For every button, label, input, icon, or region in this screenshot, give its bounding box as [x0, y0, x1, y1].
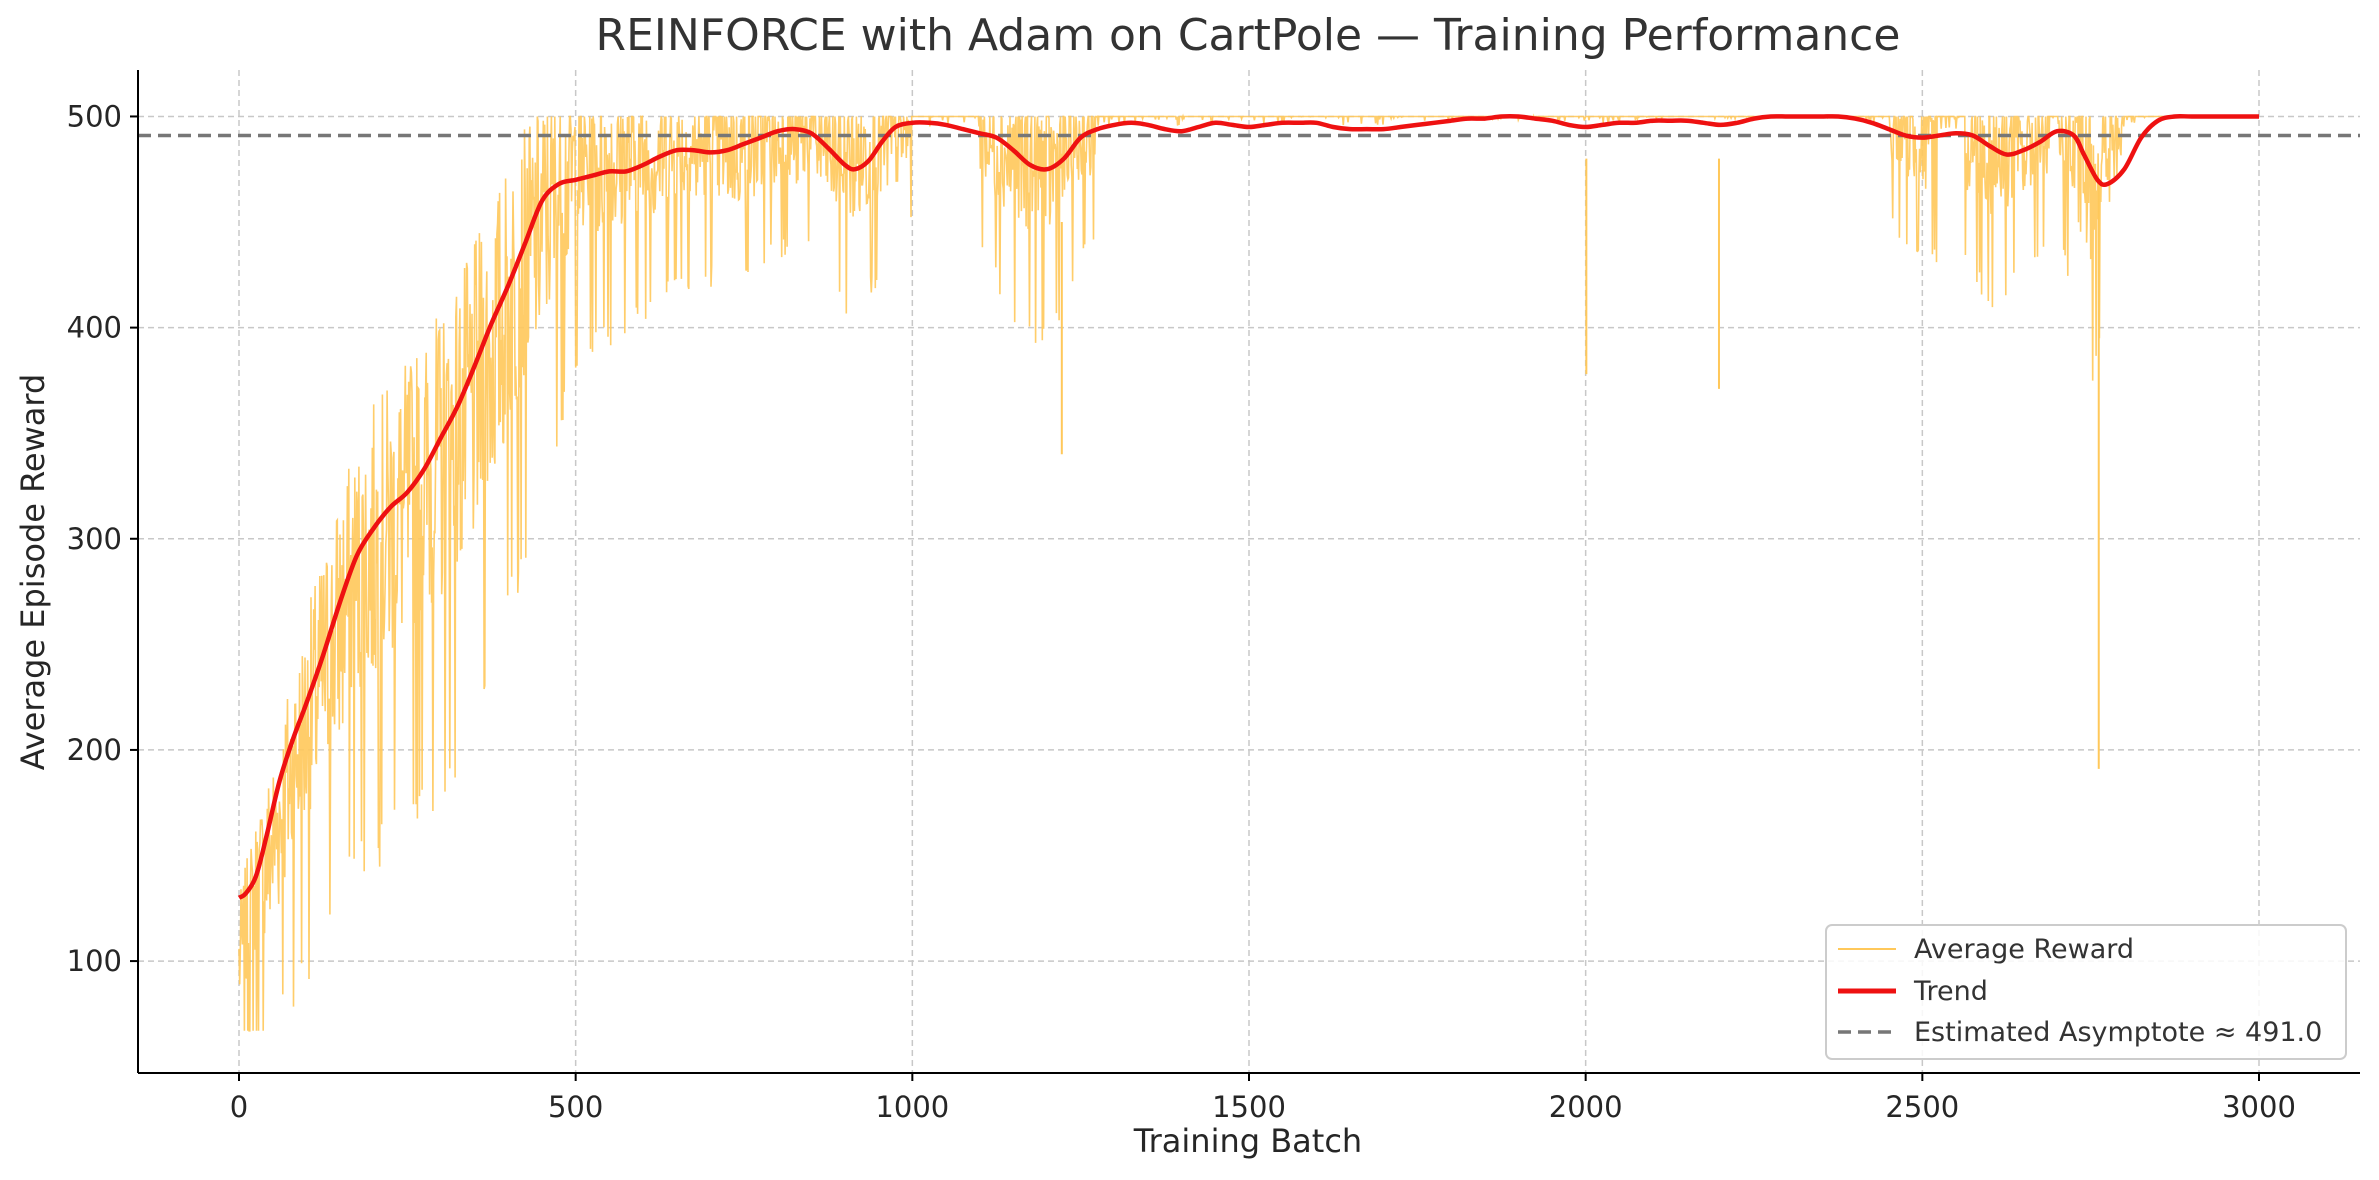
y-tick-label: 100 — [67, 944, 122, 978]
y-tick-label: 400 — [67, 311, 122, 345]
y-tick-label: 300 — [67, 522, 122, 556]
y-tick-label: 200 — [67, 733, 122, 767]
x-tick-label: 500 — [548, 1090, 603, 1124]
x-axis-title: Training Batch — [1133, 1122, 1362, 1160]
x-tick-label: 2000 — [1549, 1090, 1623, 1124]
x-tick-label: 0 — [230, 1090, 248, 1124]
legend-box — [1825, 924, 2347, 1060]
chart-title: REINFORCE with Adam on CartPole — Traini… — [596, 10, 1901, 61]
legend-label-average-reward: Average Reward — [1914, 934, 2134, 965]
y-axis-ticks: 100 200 300 400 500 — [67, 99, 138, 978]
legend-label-asymptote: Estimated Asymptote ≈ 491.0 — [1914, 1017, 2322, 1048]
y-tick-label: 500 — [67, 99, 122, 133]
legend: Average Reward Trend Estimated Asymptote… — [1825, 924, 2347, 1060]
trend-series — [237, 113, 2259, 900]
x-tick-label: 2500 — [1885, 1090, 1959, 1124]
average-reward-series — [238, 113, 2259, 1032]
legend-label-trend: Trend — [1913, 976, 1988, 1007]
y-axis-title: Average Episode Reward — [14, 374, 52, 771]
x-axis-ticks: 0 500 1000 1500 2000 2500 3000 — [230, 1073, 2296, 1124]
x-tick-label: 1000 — [875, 1090, 949, 1124]
x-tick-label: 1500 — [1212, 1090, 1286, 1124]
x-tick-label: 3000 — [2222, 1090, 2296, 1124]
average-reward-line — [238, 113, 2259, 1032]
trend-line — [237, 113, 2259, 900]
